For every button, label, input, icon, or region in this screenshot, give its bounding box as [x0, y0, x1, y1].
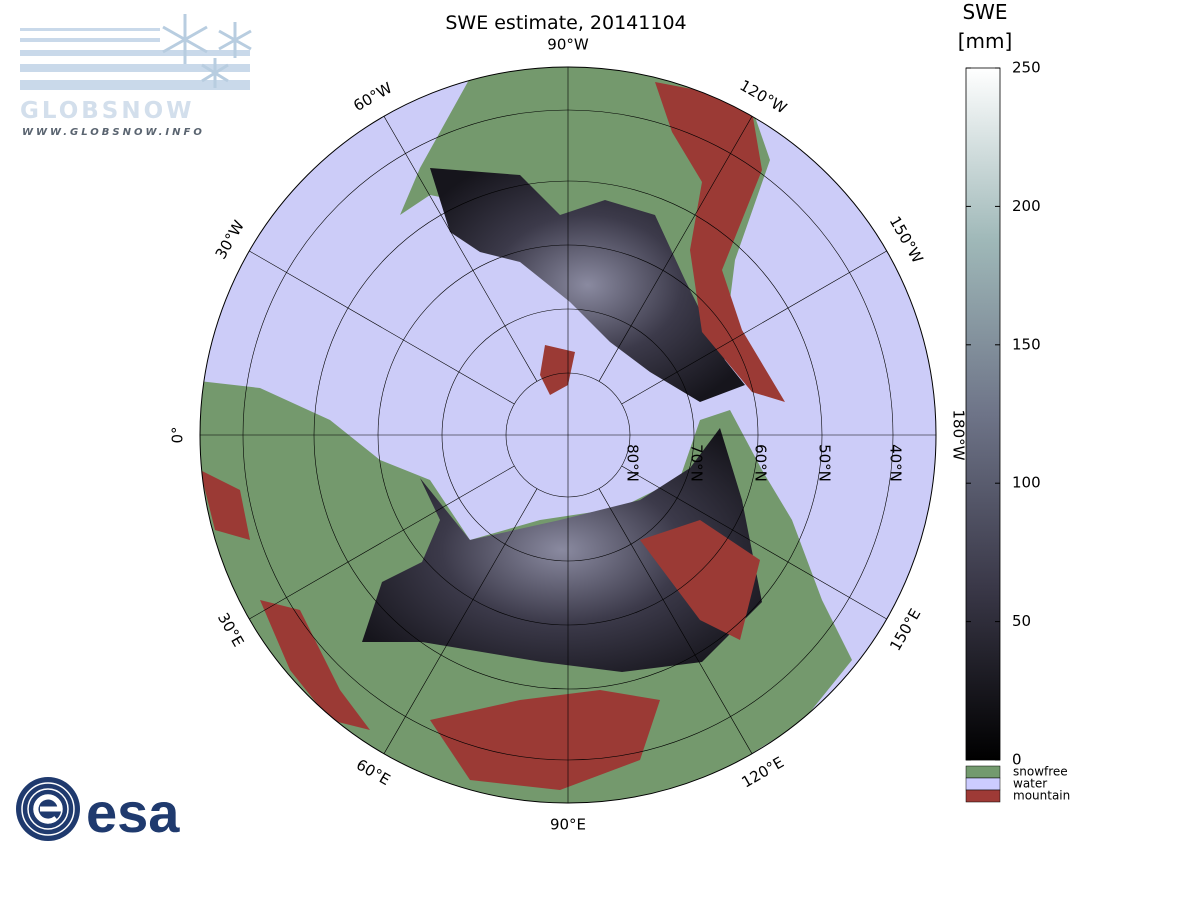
longitude-label: 30°E — [214, 610, 248, 650]
colorbar — [965, 67, 1001, 761]
colorbar-tick-label: 100 — [1012, 474, 1041, 492]
latitude-label: 50°N — [816, 444, 834, 482]
longitude-label: 90°W — [547, 36, 589, 54]
latitude-label: 60°N — [752, 444, 770, 482]
colorbar-tick-label: 50 — [1012, 612, 1031, 630]
legend-swatch — [965, 777, 1001, 791]
meridian — [621, 465, 887, 620]
meridian — [383, 488, 538, 754]
longitude-label: 60°W — [350, 79, 395, 115]
longitude-label: 60°E — [353, 756, 393, 790]
esa-logo: esa — [16, 777, 180, 844]
globsnow-logo: GLOBSNOW WWW.GLOBSNOW.INFO — [20, 14, 252, 138]
logo-url: WWW.GLOBSNOW.INFO — [22, 127, 205, 138]
legend-label: water — [1013, 777, 1047, 791]
longitude-label: 90°E — [550, 816, 586, 834]
longitude-label: 180°W — [950, 410, 968, 461]
esa-text: esa — [86, 781, 180, 844]
latitude-label: 70°N — [688, 444, 706, 482]
longitude-label: 30°W — [212, 217, 248, 262]
meridian — [621, 250, 887, 405]
longitude-label: 150°W — [886, 213, 927, 266]
map-border — [199, 66, 937, 804]
meridian — [249, 465, 515, 620]
meridian — [598, 488, 753, 754]
colorbar-title: SWE — [962, 0, 1007, 24]
latitude-label: 80°N — [624, 444, 642, 482]
colorbar-tick-label: 150 — [1012, 335, 1041, 353]
legend-label: mountain — [1013, 789, 1070, 803]
colorbar-title: [mm] — [958, 29, 1013, 53]
legend-swatch — [965, 765, 1001, 779]
meridian — [383, 116, 538, 382]
longitude-label: 0° — [169, 426, 187, 443]
snow-north-america — [430, 168, 745, 402]
mountain-eurasia — [200, 470, 760, 790]
longitude-label: 120°E — [739, 753, 787, 791]
colorbar-tick-label: 200 — [1012, 197, 1041, 215]
polar-map — [200, 67, 936, 803]
colorbar-tick-label: 0 — [1012, 751, 1022, 769]
map-title: SWE estimate, 20141104 — [445, 12, 686, 34]
meridian — [249, 250, 515, 405]
meridian — [598, 116, 753, 382]
legend-label: snowfree — [1013, 765, 1068, 779]
mountain-north-america — [655, 82, 785, 402]
colorbar-ticks: 0 50 100 150 200 250 — [966, 59, 1041, 769]
legend-swatch — [965, 789, 1001, 803]
colorbar-tick-label: 250 — [1012, 59, 1041, 77]
longitude-label: 150°E — [886, 606, 924, 654]
graticule — [200, 67, 936, 803]
latitude-labels: 80°N 70°N 60°N 50°N 40°N — [624, 444, 905, 482]
greenland — [540, 345, 575, 395]
logo-text: GLOBSNOW — [20, 98, 195, 124]
longitude-label: 120°W — [737, 76, 790, 117]
latitude-label: 40°N — [887, 444, 905, 482]
